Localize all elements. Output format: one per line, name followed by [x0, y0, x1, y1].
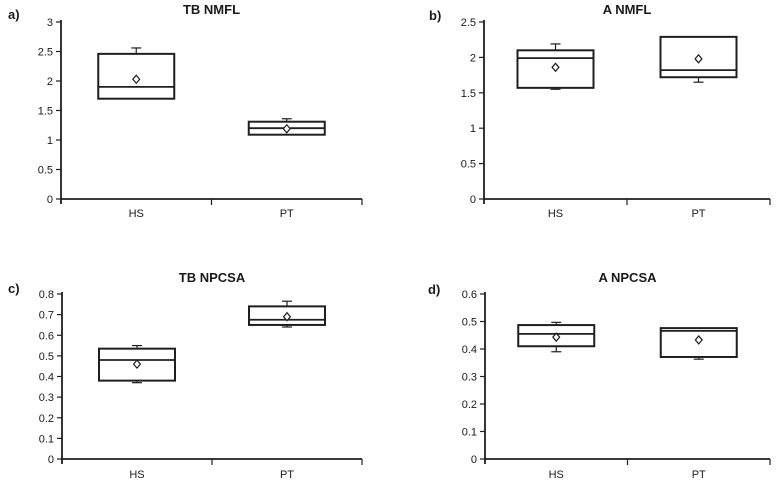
boxplot-chart-a: 0 0.5 1 1.5 2 2.5 3 HS PT: [38, 17, 363, 220]
mean-marker-pt: [694, 334, 703, 345]
y-tick-label: 2: [47, 76, 53, 88]
y-tick-label: 0.4: [462, 344, 477, 356]
category-label: HS: [129, 208, 144, 220]
mean-marker-pt: [694, 53, 703, 64]
mean-marker-hs: [132, 359, 142, 370]
y-tick-label: 0: [470, 194, 476, 206]
panel-label-d: d): [428, 282, 441, 297]
panel-d: 0 0.1 0.2 0.3 0.4 0.5 0.6 HS PT d) A NPCSA: [389, 244, 777, 487]
panel-c: 0 0.1 0.2 0.3 0.4 0.5 0.6 0.7 0.8 HS PT c) TB NPCS…: [0, 244, 388, 487]
y-tick-label: 2.5: [461, 17, 476, 29]
boxplot-chart-d: 0 0.1 0.2 0.3 0.4 0.5 0.6 HS PT: [462, 289, 771, 481]
panel-b: 0 0.5 1 1.5 2 2.5 HS PT b) A NMFL: [389, 0, 777, 244]
y-tick-label: 2.5: [38, 47, 53, 59]
mean-marker-pt: [282, 123, 291, 134]
boxplot-chart-c: 0 0.1 0.2 0.3 0.4 0.5 0.6 0.7 0.8 HS PT: [39, 289, 363, 481]
y-tick-label: 0.3: [39, 392, 54, 404]
panel-a: 0 0.5 1 1.5 2 2.5 3 HS PT a) TB NMFL: [0, 0, 388, 244]
y-tick-label: 0.1: [39, 433, 54, 445]
category-label: PT: [691, 208, 705, 220]
category-label: HS: [548, 208, 563, 220]
mean-marker-hs: [132, 74, 141, 85]
y-tick-label: 0.5: [461, 159, 476, 171]
y-tick-label: 0: [48, 454, 54, 466]
mean-marker-pt: [282, 311, 292, 322]
category-label: HS: [129, 469, 144, 481]
y-tick-label: 0.1: [462, 427, 477, 439]
category-label: PT: [692, 469, 706, 481]
panel-label-b: b): [429, 8, 442, 23]
category-label: PT: [280, 469, 294, 481]
y-tick-label: 0.4: [39, 372, 54, 384]
y-tick-label: 0.2: [39, 413, 54, 425]
y-tick-label: 0: [471, 454, 477, 466]
y-tick-label: 0.8: [39, 289, 54, 301]
box-hs: [98, 347, 176, 382]
y-tick-label: 1.5: [38, 106, 53, 118]
y-tick-label: 0.6: [462, 289, 477, 301]
y-tick-label: 1: [470, 123, 476, 135]
category-label: PT: [280, 208, 294, 220]
y-tick-label: 3: [47, 17, 53, 29]
y-tick-label: 0.2: [462, 399, 477, 411]
y-tick-label: 0.5: [38, 165, 53, 177]
y-tick-label: 1: [47, 135, 53, 147]
y-tick-label: 0.3: [462, 372, 477, 384]
panel-label-c: c): [8, 281, 20, 296]
boxplot-chart-b: 0 0.5 1 1.5 2 2.5 HS PT: [461, 17, 771, 220]
y-tick-label: 0.7: [39, 310, 54, 322]
y-tick-label: 1.5: [461, 88, 476, 100]
panel-title-c: TB NPCSA: [178, 270, 246, 285]
mean-marker-hs: [552, 332, 561, 343]
panel-label-a: a): [8, 7, 20, 22]
category-label: HS: [549, 469, 564, 481]
y-tick-label: 0.5: [39, 351, 54, 363]
panel-title-b: A NMFL: [602, 2, 652, 17]
panel-title-d: A NPCSA: [598, 270, 657, 285]
y-tick-label: 2: [470, 52, 476, 64]
mean-marker-hs: [551, 62, 560, 73]
y-tick-label: 0: [47, 194, 53, 206]
y-tick-label: 0.6: [39, 330, 54, 342]
y-tick-label: 0.5: [462, 317, 477, 329]
panel-title-a: TB NMFL: [182, 2, 241, 17]
